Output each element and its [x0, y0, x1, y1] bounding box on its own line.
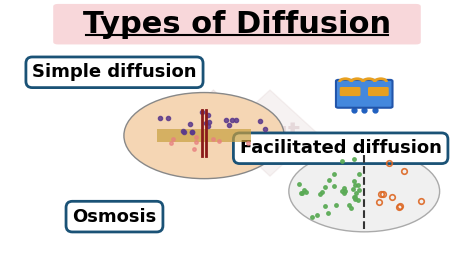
Text: Types of Diffusion: Types of Diffusion	[83, 10, 391, 39]
Polygon shape	[223, 90, 317, 176]
FancyBboxPatch shape	[336, 80, 392, 108]
Text: Facilitated diffusion: Facilitated diffusion	[240, 139, 442, 157]
Text: Eduinput: Eduinput	[173, 121, 301, 145]
Polygon shape	[166, 90, 261, 176]
FancyBboxPatch shape	[368, 87, 389, 96]
FancyBboxPatch shape	[340, 87, 360, 96]
Text: Osmosis: Osmosis	[73, 208, 156, 226]
Text: Simple diffusion: Simple diffusion	[32, 63, 197, 81]
Circle shape	[289, 151, 439, 232]
Circle shape	[124, 93, 284, 179]
FancyBboxPatch shape	[157, 129, 251, 142]
FancyBboxPatch shape	[53, 4, 421, 45]
